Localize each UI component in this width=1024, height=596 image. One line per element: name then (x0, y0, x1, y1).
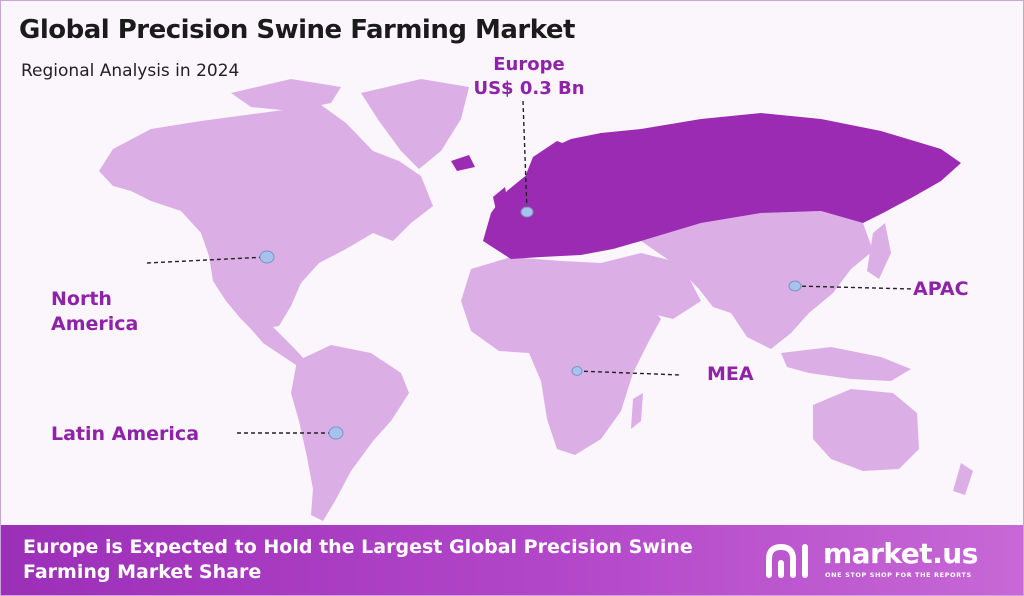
marker-north-america (259, 250, 275, 264)
landmass-north-america (99, 105, 433, 331)
region-name-north-america: North America (51, 288, 139, 335)
region-label-mea: MEA (707, 363, 754, 385)
page-title: Global Precision Swine Farming Market (19, 15, 575, 45)
footer-headline: Europe is Expected to Hold the Largest G… (23, 536, 693, 583)
logo-mark-icon (766, 543, 808, 578)
region-value-europe: US$ 0.3 Bn (473, 78, 585, 99)
marker-apac (788, 280, 802, 292)
landmass-greenland (361, 79, 469, 169)
landmass-europe-highlight (483, 113, 961, 259)
region-label-north-america: North America (51, 287, 151, 337)
page-subtitle: Regional Analysis in 2024 (21, 61, 240, 81)
landmass-iceland (451, 155, 475, 171)
landmass-africa (461, 257, 661, 455)
leader-line-north-america (146, 256, 268, 264)
leader-line-mea (576, 370, 682, 376)
logo-wordmark: market.us (823, 537, 978, 570)
region-label-apac: APAC (913, 278, 969, 300)
landmass-asia (641, 211, 873, 349)
region-label-europe: Europe US$ 0.3 Bn (469, 53, 589, 101)
landmass-japan (867, 223, 891, 279)
landmass-scandinavia (521, 141, 573, 193)
landmass-se-asia-islands (781, 347, 911, 381)
footer-banner: Europe is Expected to Hold the Largest G… (1, 525, 1023, 595)
landmass-new-zealand (953, 463, 973, 495)
world-map (99, 79, 973, 521)
region-name-europe: Europe (493, 54, 565, 75)
landmass-central-america (251, 327, 306, 367)
marker-latin-america (328, 426, 344, 440)
region-label-latin-america: Latin America (51, 423, 200, 445)
marker-mea (571, 366, 583, 376)
leader-line-europe (522, 100, 528, 212)
marker-europe (520, 206, 534, 218)
brand-logo[interactable]: market.us ONE STOP SHOP FOR THE REPORTS (765, 537, 1005, 583)
leader-line-apac (794, 285, 914, 290)
landmass-british-isles (493, 187, 509, 215)
logo-tagline: ONE STOP SHOP FOR THE REPORTS (825, 571, 972, 579)
landmass-arctic-islands (231, 79, 341, 111)
landmass-south-america (291, 345, 409, 521)
landmass-arabia (601, 253, 701, 319)
landmass-madagascar (631, 393, 643, 429)
landmass-australia (813, 389, 919, 471)
